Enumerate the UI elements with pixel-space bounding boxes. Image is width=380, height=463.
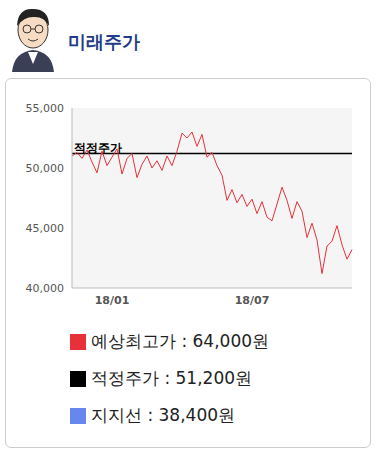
svg-text:18/07: 18/07 [235, 294, 270, 307]
svg-text:18/01: 18/01 [95, 294, 130, 307]
html-text:지지선 : 38,400원: 지지선 : 38,400원 [91, 405, 235, 425]
html-text:미래주가: 미래주가 [68, 31, 140, 52]
svg-text:50,000: 50,000 [26, 162, 65, 175]
html-text:예상최고가 : 64,000원: 예상최고가 : 64,000원 [91, 331, 269, 351]
html-text:적정주가 : 51,200원: 적정주가 : 51,200원 [91, 368, 252, 388]
svg-text:적정주가: 적정주가 [74, 141, 122, 155]
svg-text:40,000: 40,000 [26, 282, 65, 295]
svg-text:45,000: 45,000 [26, 222, 65, 235]
svg-text:55,000: 55,000 [26, 102, 65, 115]
